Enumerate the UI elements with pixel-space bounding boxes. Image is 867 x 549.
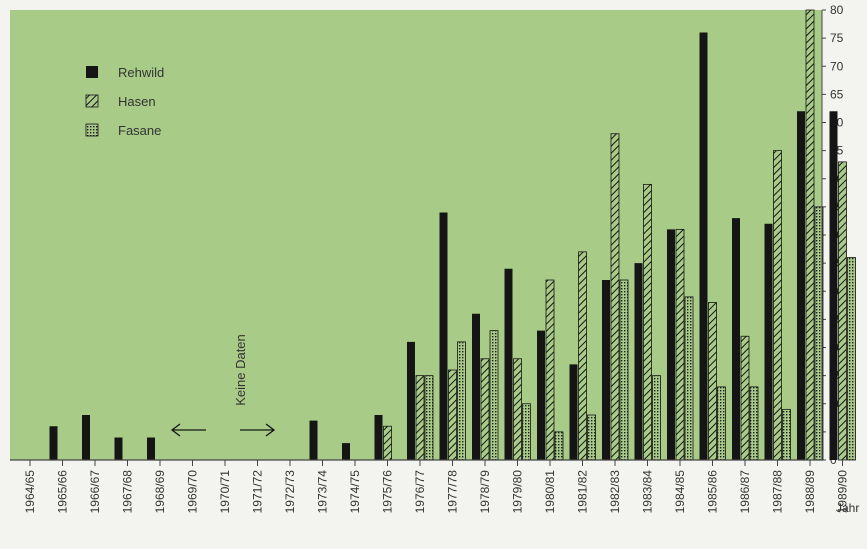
bar-hasen (415, 375, 425, 461)
x-tick-label: 1980/81 (543, 470, 557, 514)
bar-rehwild (504, 268, 513, 460)
bar-rehwild (797, 111, 805, 460)
bar-rehwild (82, 415, 90, 460)
x-tick-label: 1975/76 (381, 470, 395, 514)
legend-swatch-hasen (85, 94, 99, 108)
y-tick-label: 70 (830, 59, 844, 73)
bar-fasane (847, 257, 856, 461)
y-tick-label: 80 (830, 3, 844, 17)
bar-rehwild (342, 443, 350, 460)
bar-rehwild (667, 229, 675, 460)
bar-rehwild (407, 341, 415, 460)
bar-fasane (457, 341, 466, 461)
y-tick-label: 75 (830, 31, 844, 45)
bar-hasen (545, 279, 555, 461)
bar-fasane (684, 296, 694, 461)
keine-daten-text: Keine Daten (233, 334, 248, 406)
bar-hasen (675, 228, 685, 461)
x-tick-label: 1983/84 (641, 470, 655, 514)
x-tick-label: 1974/75 (348, 470, 362, 514)
legend: Rehwild Hasen Fasane (85, 65, 164, 138)
bar-rehwild (49, 426, 58, 460)
bar-hasen (643, 183, 652, 461)
x-tick-label: 1970/71 (218, 470, 232, 514)
legend-label-rehwild: Rehwild (118, 65, 164, 80)
x-tick-label: 1979/80 (511, 470, 525, 514)
x-tick-label: 1978/79 (478, 470, 492, 514)
x-tick-label: 1987/88 (771, 470, 785, 514)
bar-rehwild (569, 364, 578, 460)
bar-hasen (448, 369, 457, 461)
x-tick-label: 1964/65 (23, 470, 37, 514)
x-tick-label: 1986/87 (738, 470, 752, 514)
bar-fasane (749, 386, 759, 461)
bar-fasane (652, 375, 661, 461)
x-tick-label: 1989/90 (836, 470, 850, 514)
x-tick-label: 1965/66 (56, 470, 70, 514)
bar-rehwild (537, 330, 545, 460)
bar-rehwild (147, 437, 155, 460)
bar-fasane (717, 386, 726, 461)
x-tick-label: 1985/86 (706, 470, 720, 514)
x-tick-label: 1973/74 (316, 470, 330, 514)
bar-rehwild (309, 420, 318, 460)
bar-fasane (782, 408, 791, 461)
bar-rehwild (472, 313, 480, 460)
y-tick-label: 65 (830, 87, 844, 101)
bar-rehwild (634, 263, 643, 460)
x-tick-label: 1976/77 (413, 470, 427, 514)
x-tick-label: 1982/83 (608, 470, 622, 514)
bar-hasen (708, 302, 717, 461)
legend-swatch-rehwild (86, 66, 98, 78)
x-tick-label: 1981/82 (576, 470, 590, 514)
bar-hasen (610, 133, 620, 461)
left-arrow-icon (170, 423, 206, 437)
bar-rehwild (764, 223, 773, 460)
x-axis-label: Jahr (836, 501, 859, 515)
bar-rehwild (374, 415, 383, 460)
keine-daten-annotation: Keine Daten (170, 334, 276, 437)
bar-fasane (587, 414, 596, 461)
bar-rehwild (439, 212, 448, 460)
bar-hasen (740, 335, 750, 461)
bar-hasen (578, 251, 587, 461)
bar-fasane (522, 403, 531, 461)
bar-hasen (383, 425, 392, 461)
bar-rehwild (732, 218, 740, 460)
bar-hasen (773, 150, 782, 461)
bar-fasane (554, 431, 564, 461)
bar-rehwild (829, 111, 838, 460)
bar-fasane (619, 279, 629, 461)
x-tick-label: 1984/85 (673, 470, 687, 514)
x-tick-label: 1977/78 (446, 470, 460, 514)
legend-swatch-fasane (85, 123, 99, 137)
bar-hasen (838, 161, 847, 461)
x-tick-label: 1988/89 (803, 470, 817, 514)
bar-fasane (489, 330, 499, 461)
right-arrow-icon (240, 423, 276, 437)
legend-label-hasen: Hasen (118, 94, 156, 109)
bar-hasen (513, 358, 522, 461)
x-tick-label: 1972/73 (283, 470, 297, 514)
bar-rehwild (699, 32, 708, 460)
bar-hasen (805, 9, 815, 461)
legend-label-fasane: Fasane (118, 123, 161, 138)
bar-rehwild (114, 437, 123, 460)
x-tick-label: 1966/67 (88, 470, 102, 514)
x-tick-label: 1969/70 (186, 470, 200, 514)
x-tick-label: 1967/68 (121, 470, 135, 514)
bar-hasen (480, 358, 490, 461)
bar-rehwild (602, 280, 610, 460)
bar-fasane (424, 375, 434, 461)
x-tick-label: 1971/72 (251, 470, 265, 514)
x-tick-label: 1968/69 (153, 470, 167, 514)
